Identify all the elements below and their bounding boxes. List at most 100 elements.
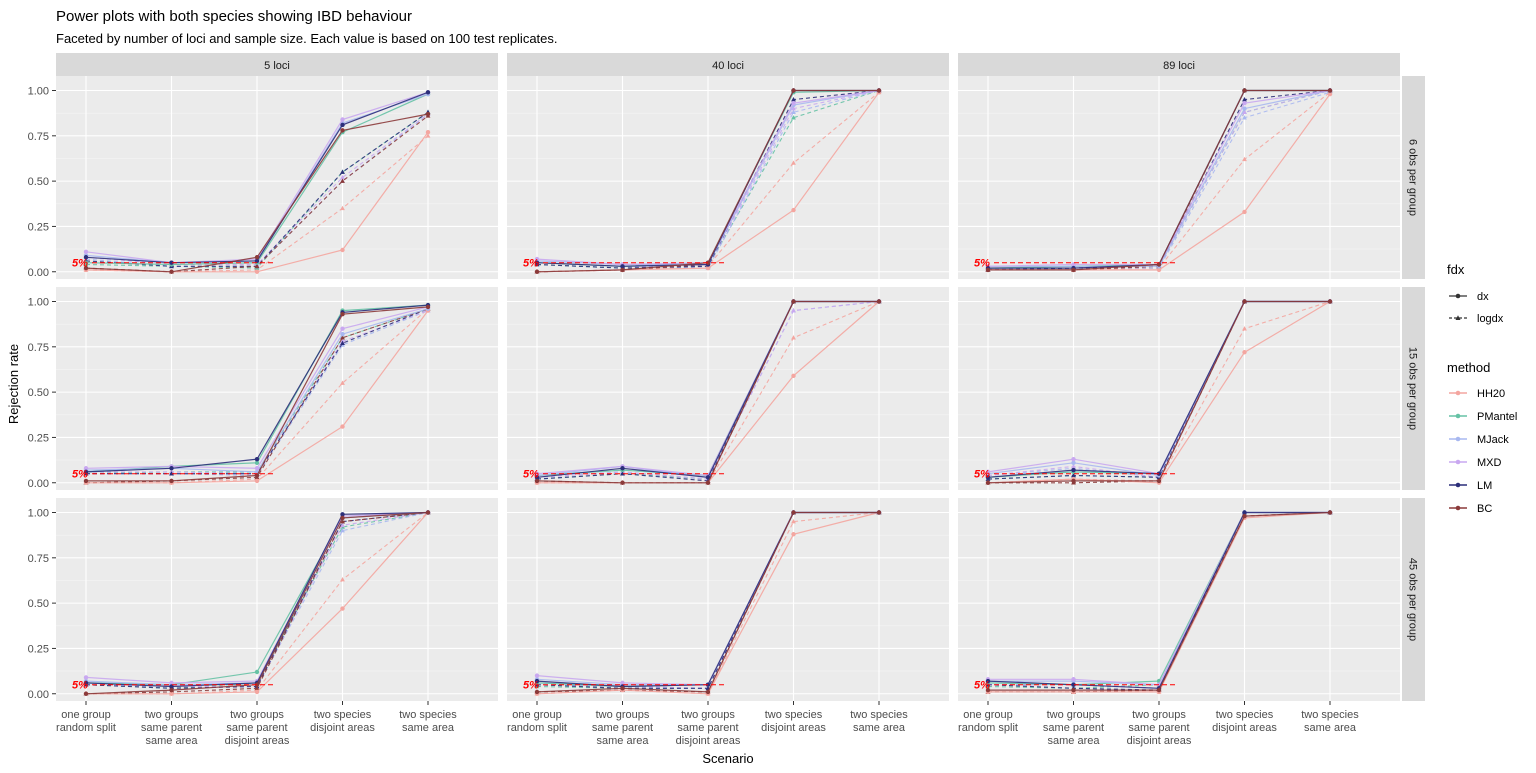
- data-point: [1242, 326, 1247, 331]
- panel-series: 5%: [523, 298, 882, 485]
- panel-background: [958, 76, 1400, 279]
- data-point: [876, 510, 882, 515]
- data-point: [534, 678, 540, 684]
- data-point: [705, 689, 711, 695]
- x-tick-label: same parent: [677, 722, 738, 734]
- panel-background: [507, 287, 949, 490]
- data-point: [169, 269, 174, 274]
- x-tick-label: two groups: [596, 709, 650, 721]
- panel: [958, 498, 1400, 701]
- data-point: [1242, 96, 1247, 102]
- series-line: [987, 300, 1330, 478]
- legend-label: LM: [1477, 480, 1492, 492]
- panel-series: 5%: [72, 509, 431, 696]
- data-point: [1242, 156, 1247, 162]
- data-point: [705, 475, 711, 480]
- data-point: [1327, 299, 1333, 304]
- facet-strip-label: 6 obs per group: [1407, 139, 1419, 216]
- data-point: [1071, 677, 1076, 682]
- data-point: [1327, 510, 1333, 515]
- y-tick-label: 0.50: [28, 387, 49, 399]
- data-point: [876, 299, 882, 304]
- facet-strip-label: 40 loci: [712, 60, 744, 72]
- data-point: [254, 473, 260, 478]
- data-point: [169, 684, 174, 689]
- data-point: [791, 88, 796, 93]
- panel-series: 5%: [523, 87, 882, 274]
- reference-label: 5%: [523, 680, 539, 692]
- x-tick-label: one group: [963, 709, 1013, 721]
- data-point: [169, 471, 174, 476]
- legend-label: BC: [1477, 503, 1492, 515]
- y-tick-label: 0.00: [28, 478, 49, 490]
- panel-series: 5%: [72, 90, 431, 274]
- reference-label: 5%: [523, 469, 539, 481]
- legend-label: MJack: [1477, 434, 1509, 446]
- panel-background: [56, 287, 498, 490]
- y-tick-label: 0.25: [28, 221, 49, 233]
- panel: [507, 498, 949, 701]
- data-point: [1071, 267, 1076, 273]
- data-point: [340, 515, 345, 521]
- data-point: [340, 169, 345, 174]
- panel-series: 5%: [72, 302, 431, 485]
- y-tick-label: 0.75: [28, 342, 49, 354]
- data-point: [791, 299, 796, 304]
- data-point: [254, 669, 260, 675]
- facet-strip-top: [56, 53, 498, 76]
- data-point: [169, 680, 174, 686]
- data-point: [985, 475, 991, 480]
- x-tick-label: disjoint areas: [1127, 735, 1192, 747]
- x-tick-label: one group: [61, 709, 111, 721]
- data-point: [340, 122, 345, 128]
- data-point: [1071, 682, 1076, 687]
- panel: [507, 76, 949, 279]
- data-point: [791, 160, 796, 165]
- reference-label: 5%: [72, 680, 88, 692]
- y-tick-label: 1.00: [28, 508, 49, 520]
- data-point: [1327, 88, 1333, 93]
- data-point: [169, 687, 174, 693]
- facet-strip-label: 15 obs per group: [1407, 347, 1419, 430]
- legend-title: method: [1447, 360, 1490, 375]
- facet-strip-label: 45 obs per group: [1407, 558, 1419, 641]
- data-point: [791, 100, 796, 106]
- x-tick-label: same area: [146, 735, 199, 747]
- data-point: [620, 264, 625, 269]
- y-tick-label: 0.50: [28, 176, 49, 188]
- data-point: [985, 687, 991, 693]
- data-point: [340, 174, 345, 180]
- data-point: [425, 133, 431, 138]
- chart-title: Power plots with both species showing IB…: [56, 8, 412, 25]
- legend-label: PMantel: [1477, 411, 1517, 423]
- data-point: [425, 304, 431, 310]
- x-tick-label: disjoint areas: [310, 722, 375, 734]
- data-point: [1242, 109, 1247, 115]
- data-point: [985, 469, 991, 475]
- data-point: [1242, 106, 1247, 111]
- data-point: [83, 478, 89, 484]
- data-point: [340, 512, 345, 517]
- data-point: [1071, 262, 1076, 267]
- x-tick-label: random split: [958, 722, 1018, 734]
- x-tick-label: same parent: [141, 722, 202, 734]
- data-point: [340, 178, 345, 183]
- data-point: [254, 269, 260, 274]
- x-tick-label: disjoint areas: [676, 735, 741, 747]
- facet-strip-label: 5 loci: [264, 60, 290, 72]
- panel-series: 5%: [523, 509, 882, 696]
- legend: fdx dx logdx method HH20 PMantel MJack MXD LM BC: [1447, 262, 1517, 515]
- facet-strip-side: [1402, 287, 1425, 490]
- x-tick-label: two groups: [1132, 709, 1186, 721]
- panel-background: [56, 76, 498, 279]
- x-tick-label: two species: [1301, 709, 1359, 721]
- data-point: [83, 469, 89, 475]
- data-point: [169, 260, 174, 265]
- x-tick-label: disjoint areas: [225, 735, 290, 747]
- data-point: [1242, 510, 1247, 515]
- data-point: [254, 258, 260, 264]
- data-point: [340, 311, 345, 317]
- data-point: [340, 340, 345, 345]
- data-point: [340, 117, 345, 122]
- data-point: [1242, 350, 1247, 355]
